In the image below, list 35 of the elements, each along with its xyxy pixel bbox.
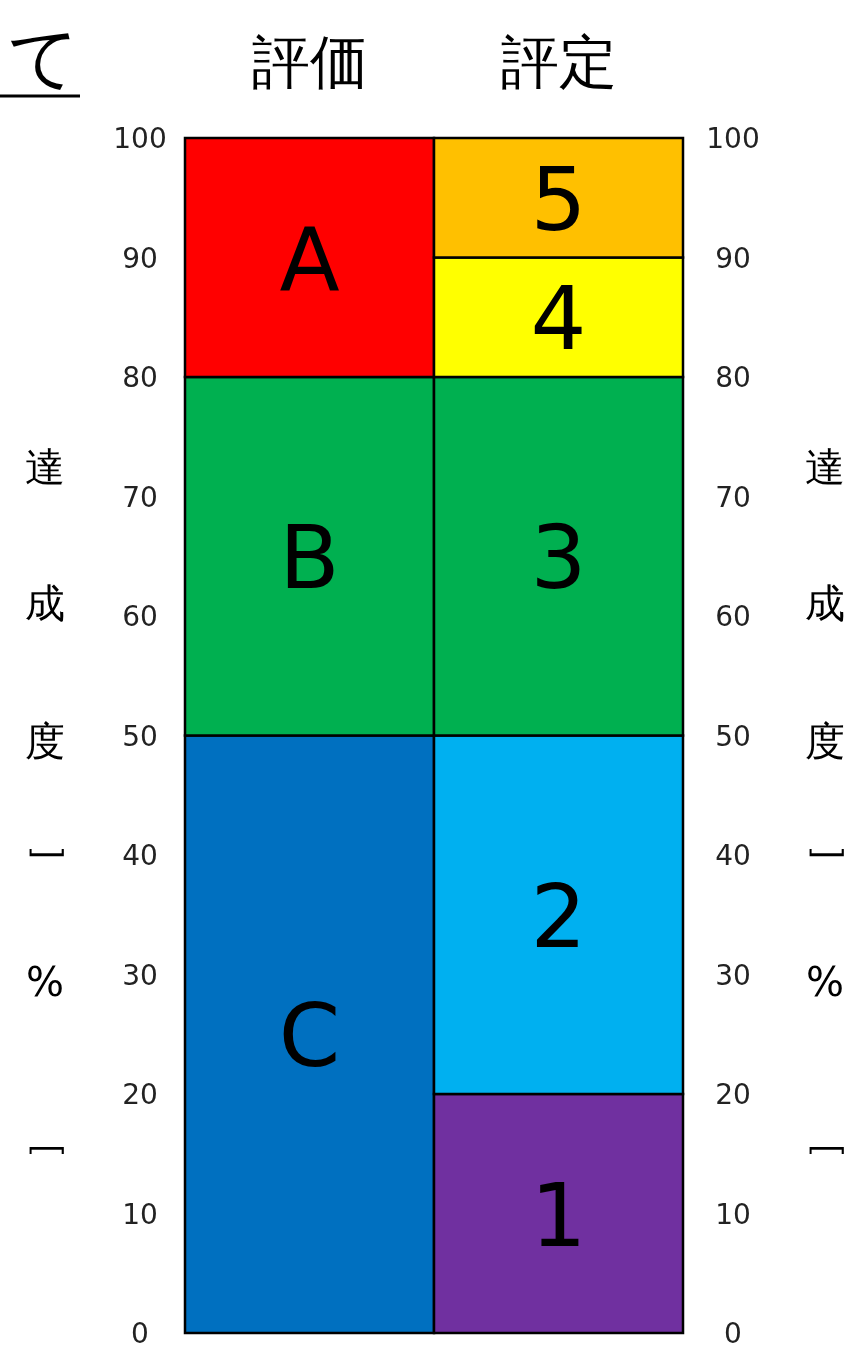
x-tick-label: 評価 — [251, 28, 368, 96]
y2-tick-label: 80 — [715, 361, 751, 394]
y2-axis-title: 達成度［%］ — [802, 415, 848, 1277]
annotation: C — [278, 984, 341, 1088]
y2-tick-label: 20 — [715, 1078, 751, 1111]
y2-tick-label: 70 — [715, 480, 751, 514]
y2-tick-label: 0 — [724, 1317, 742, 1350]
y-tick-label: 20 — [122, 1078, 158, 1111]
y-tick-label: 40 — [122, 839, 158, 872]
y2-tick-label: 50 — [715, 719, 751, 753]
y2-tick-label: 40 — [715, 839, 751, 872]
annotation: 5 — [530, 147, 587, 251]
y-tick-label: 80 — [122, 361, 158, 394]
y-tick-label: 100 — [113, 122, 167, 155]
annotation: B — [279, 506, 340, 610]
y-tick-label: 30 — [122, 958, 158, 992]
y-tick-label: 10 — [122, 1197, 158, 1231]
annotation: 3 — [530, 506, 587, 610]
annotation: 1 — [530, 1163, 587, 1267]
y-tick-label: 0 — [131, 1317, 149, 1350]
y2-tick-label: 100 — [706, 122, 760, 155]
y2-tick-label: 30 — [715, 958, 751, 992]
y2-tick-label: 60 — [715, 600, 751, 633]
y-axis-title: 達成度［%］ — [22, 415, 68, 1277]
annotation: 4 — [530, 267, 587, 371]
text: て — [8, 17, 80, 99]
y-tick-label: 70 — [122, 480, 158, 514]
y-tick-label: 60 — [122, 600, 158, 633]
annotation: 2 — [530, 864, 587, 968]
annotation: A — [279, 207, 340, 311]
y2-tick-label: 90 — [715, 241, 751, 275]
y-tick-label: 50 — [122, 719, 158, 753]
y2-tick-label: 10 — [715, 1197, 751, 1231]
y-tick-label: 90 — [122, 241, 158, 275]
x-tick-label: 評定 — [500, 28, 617, 96]
